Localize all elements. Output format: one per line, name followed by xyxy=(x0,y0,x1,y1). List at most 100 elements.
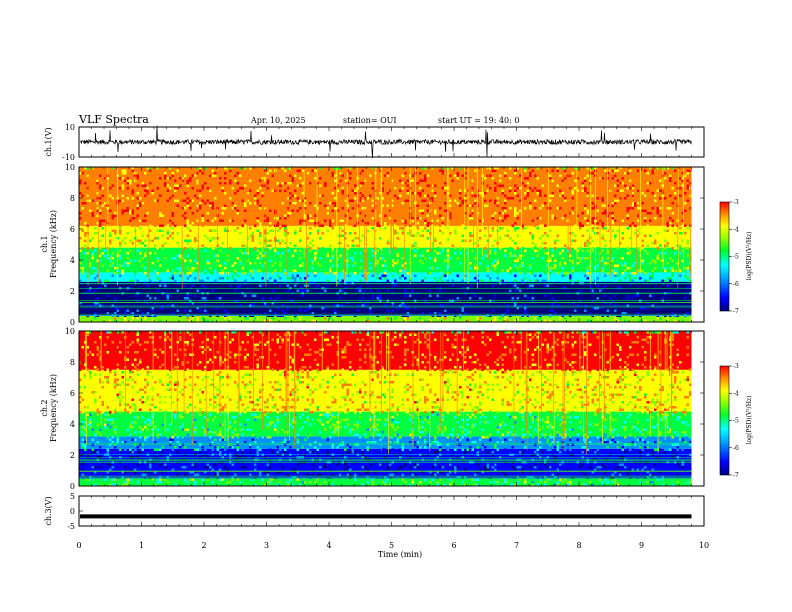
spectrum-cell xyxy=(586,269,589,272)
spectrum-cell xyxy=(79,279,82,282)
spectrum-cell xyxy=(496,264,499,267)
spectrum-cell xyxy=(259,294,262,297)
spectrum-cell xyxy=(129,264,132,267)
spectrum-cell xyxy=(156,237,159,240)
spectrum-cell xyxy=(366,229,369,232)
spectrum-cell xyxy=(631,202,634,205)
spectrum-cell xyxy=(596,197,599,200)
spectrum-cell xyxy=(119,199,122,202)
spectrum-cell xyxy=(176,284,179,287)
spectrum-cell xyxy=(626,207,629,210)
spectrum-cell xyxy=(506,194,509,197)
spectrum-cell xyxy=(526,297,529,300)
spectrum-cell xyxy=(109,312,112,315)
spectrum-cell xyxy=(326,207,329,210)
spectrum-cell xyxy=(256,257,259,260)
spectrum-cell xyxy=(196,214,199,217)
spectrum-cell xyxy=(346,247,349,250)
spectrum-cell xyxy=(276,252,279,255)
spectrum-cell xyxy=(504,219,507,222)
spectrum-cell xyxy=(536,192,539,195)
spectrum-cell xyxy=(316,207,319,210)
spectrum-cell xyxy=(491,262,494,265)
spectrum-cell xyxy=(311,289,314,292)
spectrum-cell xyxy=(289,202,292,205)
spectrum-cell xyxy=(359,252,362,255)
spectrum-cell xyxy=(489,199,492,202)
spectrum-cell xyxy=(414,249,417,252)
spectrum-cell xyxy=(576,279,579,282)
spectrum-cell xyxy=(79,312,82,315)
spectrum-cell xyxy=(301,294,304,297)
spectrum-cell xyxy=(561,257,564,260)
spectrum-cell xyxy=(79,254,82,257)
spectrum-cell xyxy=(651,297,654,300)
spectrum-cell xyxy=(456,202,459,205)
spectrum-cell xyxy=(104,202,107,205)
spectrum-cell xyxy=(274,272,277,275)
spectrum-cell xyxy=(399,194,402,197)
spectrum-cell xyxy=(461,279,464,282)
spectrum-cell xyxy=(584,204,587,207)
spectrum-cell xyxy=(674,289,677,292)
spectrum-cell xyxy=(201,199,204,202)
spectrum-cell xyxy=(99,466,102,469)
spectrum-cell xyxy=(471,302,474,305)
spectrum-cell xyxy=(604,204,607,207)
spectrum-cell xyxy=(144,214,147,217)
spectrum-cell xyxy=(109,331,112,334)
spectrum-cell xyxy=(499,284,502,287)
spectrum-cell xyxy=(299,227,302,230)
spectrum-cell xyxy=(329,269,332,272)
spectrum-cell xyxy=(591,172,594,175)
spectrum-cell xyxy=(614,277,617,280)
spectrum-cell xyxy=(361,207,364,210)
spectrum-cell xyxy=(439,252,442,255)
spectrum-cell xyxy=(129,199,132,202)
spectrum-cell xyxy=(459,244,462,247)
spectrum-cell xyxy=(474,264,477,267)
spectrum-cell xyxy=(411,217,414,220)
spectrum-cell xyxy=(354,189,357,192)
spectrum-cell xyxy=(199,207,202,210)
spectrum-cell xyxy=(314,307,317,310)
spectrum-cell xyxy=(119,227,122,230)
spectrum-cell xyxy=(354,214,357,217)
spectrum-cell xyxy=(506,319,509,322)
spectrum-cell xyxy=(214,204,217,207)
spectrum-cell xyxy=(274,282,277,285)
spectrum-cell xyxy=(591,314,594,317)
spectrum-cell xyxy=(621,217,624,220)
spectrum-cell xyxy=(629,252,632,255)
spectrum-cell xyxy=(499,307,502,310)
spectrum-cell xyxy=(646,297,649,300)
spectrum-cell xyxy=(379,224,382,227)
spectrum-cell xyxy=(346,209,349,212)
spectrum-cell xyxy=(584,297,587,300)
spectrum-cell xyxy=(359,212,362,215)
spectrum-cell xyxy=(441,169,444,172)
spectrum-cell xyxy=(659,244,662,247)
spectrum-cell xyxy=(169,219,172,222)
spectrum-cell xyxy=(521,319,524,322)
spectrum-cell xyxy=(219,209,222,212)
spectrum-cell xyxy=(249,227,252,230)
spectrum-cell xyxy=(261,254,264,257)
spectrum-cell xyxy=(359,259,362,262)
spectrum-cell xyxy=(504,172,507,175)
spectrum-cell xyxy=(81,172,84,175)
spectrum-cell xyxy=(496,317,499,320)
spectrum-cell xyxy=(204,234,207,237)
spectrum-cell xyxy=(206,219,209,222)
spectrum-cell xyxy=(344,282,347,285)
spectrum-cell xyxy=(564,317,567,320)
spectrum-cell xyxy=(511,224,514,227)
spectrum-cell xyxy=(286,294,289,297)
spectrum-cell xyxy=(246,267,249,270)
spectrum-cell xyxy=(681,254,684,257)
spectrum-cell xyxy=(99,262,102,265)
spectrum-cell xyxy=(191,174,194,177)
spectrum-cell xyxy=(186,239,189,242)
spectrum-cell xyxy=(539,224,542,227)
spectrum-cell xyxy=(584,257,587,260)
